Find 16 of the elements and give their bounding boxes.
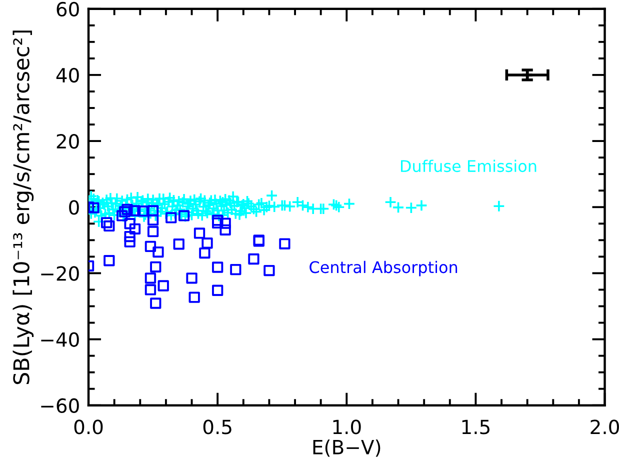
series-label: Central Absorption [310,260,458,276]
x-tick-label: 1.0 [333,420,361,434]
x-tick-label: 2.0 [590,420,619,434]
series-label: Duffuse Emission [401,160,536,172]
y-tick-label: −20 [41,266,79,281]
x-axis-title: E(B−V) [313,439,380,457]
y-axis-title: SB(Lyα) [10⁻¹³ erg/s/cm²/arcsec²] [12,30,34,384]
x-tick-label: 0.0 [74,420,103,434]
x-tick-label: 1.5 [462,420,490,434]
y-tick-label: 60 [56,2,79,17]
y-tick-label: 20 [56,134,79,149]
y-tick-label: 40 [56,68,79,83]
y-tick-label: 0 [69,200,79,215]
x-tick-label: 0.5 [203,420,232,434]
y-tick-label: −40 [41,332,79,347]
y-tick-label: −60 [41,398,79,414]
